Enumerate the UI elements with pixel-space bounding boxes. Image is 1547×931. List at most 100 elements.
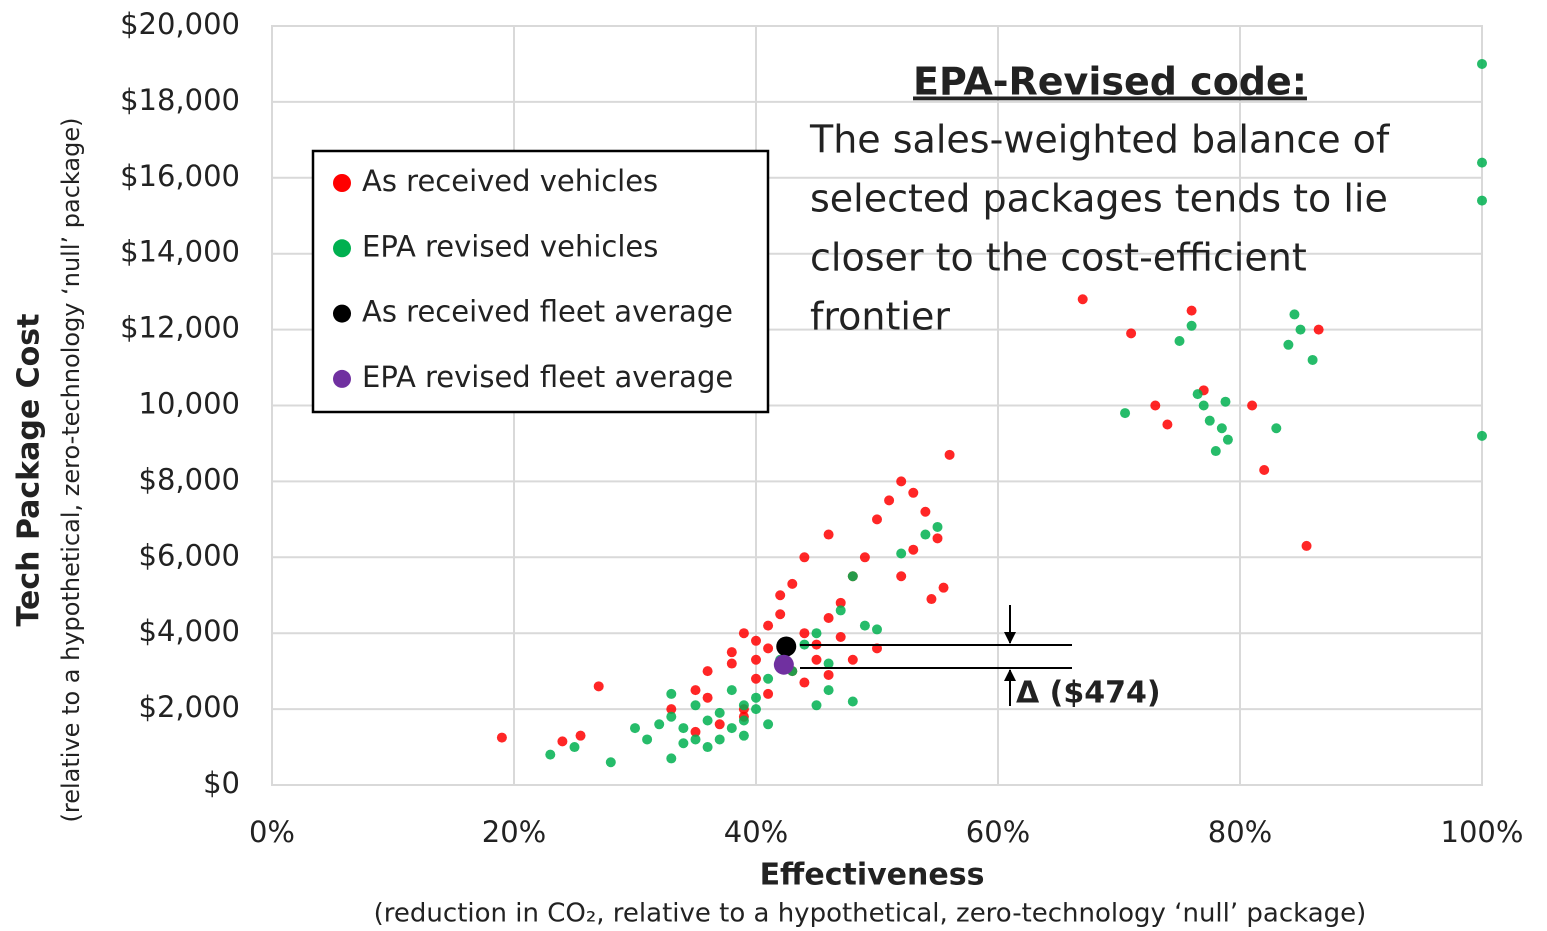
point xyxy=(799,628,810,639)
legend-label: EPA revised fleet average xyxy=(362,360,733,394)
point xyxy=(872,514,882,525)
y-axis-label: Tech Package Cost xyxy=(12,314,47,627)
point xyxy=(763,673,774,684)
point xyxy=(702,666,713,677)
point xyxy=(642,734,653,745)
legend-label: EPA revised vehicles xyxy=(362,229,658,263)
point xyxy=(823,529,834,540)
point xyxy=(1216,423,1227,434)
point xyxy=(575,730,586,741)
point xyxy=(714,707,725,718)
y-axis-sublabel: (relative to a hypothetical, zero-techno… xyxy=(57,118,85,823)
point xyxy=(690,700,701,711)
legend-box xyxy=(311,149,770,414)
point xyxy=(605,757,616,768)
point xyxy=(751,692,761,703)
point xyxy=(726,685,737,696)
point xyxy=(811,654,822,665)
point xyxy=(847,696,858,707)
point xyxy=(775,609,786,620)
point xyxy=(938,582,949,593)
annotation-line: The sales-weighted balance of xyxy=(809,118,1391,162)
point xyxy=(776,636,797,657)
point xyxy=(714,734,725,745)
point xyxy=(630,723,640,734)
point xyxy=(1477,430,1487,441)
point xyxy=(714,719,725,730)
legend-label: As received vehicles xyxy=(362,164,658,198)
point xyxy=(702,692,713,703)
point xyxy=(751,673,761,684)
point xyxy=(751,704,761,715)
point xyxy=(1150,400,1161,411)
point xyxy=(726,658,737,669)
point xyxy=(763,719,774,730)
point xyxy=(823,613,834,624)
point xyxy=(932,533,943,544)
legend-marker xyxy=(333,239,351,258)
x-axis-sublabel: (reduction in CO₂, relative to a hypothe… xyxy=(374,899,1367,929)
point xyxy=(678,738,689,749)
y-tick-label: 10,000 xyxy=(139,387,240,421)
point xyxy=(690,726,701,737)
point xyxy=(738,715,749,726)
legend-marker xyxy=(333,174,351,192)
point xyxy=(944,449,955,460)
point xyxy=(799,677,810,688)
annotation-line: frontier xyxy=(810,295,950,339)
point xyxy=(1307,354,1318,365)
point xyxy=(1204,415,1215,426)
point xyxy=(1301,540,1312,551)
point xyxy=(1220,396,1231,407)
plot-border xyxy=(271,25,1483,786)
point xyxy=(847,654,858,665)
point xyxy=(896,571,907,582)
point xyxy=(823,685,834,696)
point xyxy=(569,742,580,753)
point xyxy=(654,719,665,730)
point xyxy=(1186,305,1197,316)
point xyxy=(738,628,749,639)
point xyxy=(763,643,774,654)
arrow-head xyxy=(1004,669,1016,681)
y-tick-label: $6,000 xyxy=(139,538,240,572)
point xyxy=(835,605,846,616)
point xyxy=(1477,58,1487,69)
point xyxy=(666,704,677,715)
point xyxy=(896,548,907,559)
point xyxy=(690,685,701,696)
point xyxy=(666,753,677,764)
point xyxy=(1126,328,1137,339)
annotation-title: EPA-Revised code: xyxy=(913,60,1307,104)
point xyxy=(1477,157,1487,168)
point xyxy=(835,597,846,608)
point xyxy=(726,647,737,658)
y-tick-label: $20,000 xyxy=(120,7,240,41)
point xyxy=(1313,324,1324,335)
point xyxy=(702,715,713,726)
point xyxy=(926,594,937,605)
point xyxy=(1192,389,1203,400)
y-tick-label: $12,000 xyxy=(120,311,240,345)
point xyxy=(872,624,882,635)
point xyxy=(496,732,507,743)
point xyxy=(738,730,749,741)
y-tick-label: $8,000 xyxy=(139,462,240,496)
point xyxy=(1295,324,1306,335)
point xyxy=(823,658,834,669)
point xyxy=(1477,195,1487,206)
y-tick-label: $16,000 xyxy=(120,159,240,193)
point xyxy=(799,552,810,563)
y-tick-label: $4,000 xyxy=(139,614,240,648)
point xyxy=(1174,335,1185,346)
x-tick-label: 60% xyxy=(966,815,1030,849)
x-tick-label: 100% xyxy=(1441,815,1524,849)
point xyxy=(1259,465,1270,476)
legend-marker xyxy=(333,369,351,388)
point xyxy=(1271,423,1282,434)
y-tick-label: $18,000 xyxy=(120,83,240,117)
point xyxy=(738,700,749,711)
point xyxy=(896,476,907,487)
x-tick-label: 20% xyxy=(482,815,546,849)
point xyxy=(811,700,822,711)
